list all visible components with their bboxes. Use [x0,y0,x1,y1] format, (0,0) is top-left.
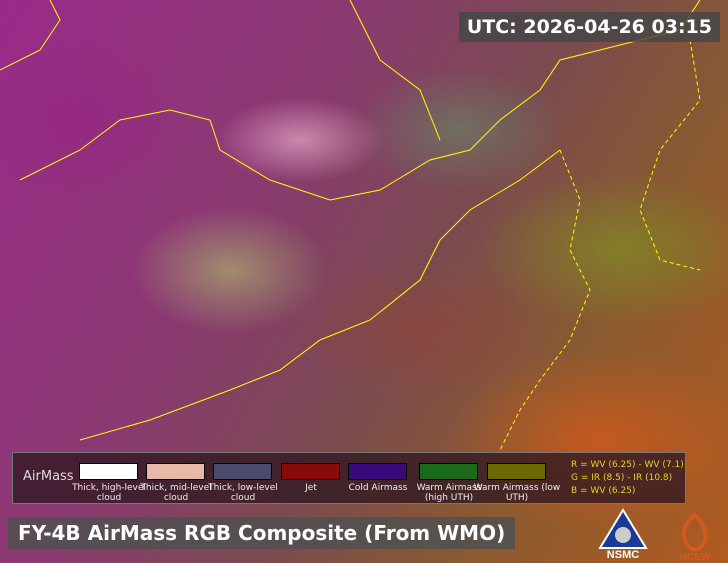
legend-swatch [79,463,138,480]
svg-text:NCSW: NCSW [680,552,711,560]
legend-label: Cold Airmass [348,483,408,493]
legend-label: Jet [305,483,317,493]
legend-label: Thick, high-level cloud [72,483,146,503]
svg-text:NSMC: NSMC [607,549,639,560]
rgb-formula: R = WV (6.25) - WV (7.1) G = IR (8.5) - … [571,459,684,498]
legend-label: Thick, low-level cloud [208,483,278,503]
utc-timestamp: UTC: 2026-04-26 03:15 [458,12,720,42]
legend-swatch [281,463,340,480]
legend-swatch [487,463,546,480]
formula-g: G = IR (8.5) - IR (10.8) [571,473,673,483]
legend-label: Warm Airmass (low UTH) [473,483,561,503]
formula-b: B = WV (6.25) [571,486,636,496]
page-title: FY-4B AirMass RGB Composite (From WMO) [8,517,516,549]
ncsw-logo: NCSW [680,512,711,560]
legend-swatch [146,463,205,480]
legend-label: Thick, mid-level cloud [140,483,212,503]
airmass-legend: AirMass Thick, high-level cloud Thick, mi… [12,452,686,504]
legend-swatch [213,463,272,480]
nsmc-logo: NSMC [598,508,648,560]
legend-swatch [419,463,478,480]
legend-label: Warm Airmass (high UTH) [416,483,482,503]
formula-r: R = WV (6.25) - WV (7.1) [571,460,684,470]
legend-swatch [348,463,407,480]
legend-title: AirMass [23,469,74,484]
